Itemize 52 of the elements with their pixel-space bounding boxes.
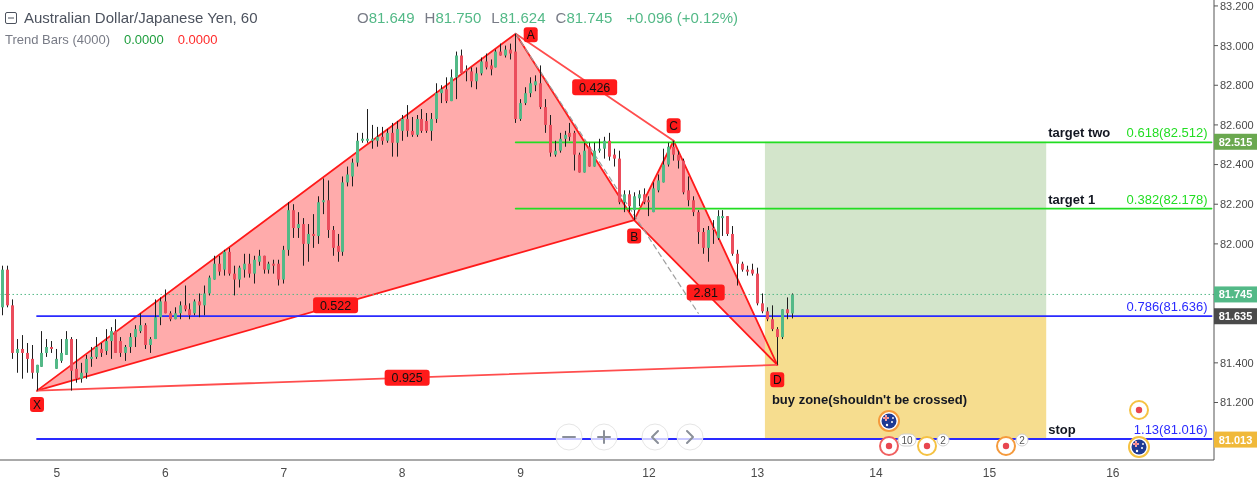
x-tick-label: 7 xyxy=(280,465,288,480)
x-tick-label: 15 xyxy=(982,465,997,480)
y-tick-label: 82.400 xyxy=(1220,158,1254,171)
annotation: B xyxy=(630,229,639,244)
annotation: 0.0000 xyxy=(124,32,164,47)
annotation: 10 xyxy=(901,434,913,446)
ref-line-label: 81.745 xyxy=(1218,288,1253,301)
annotation: 0.522 xyxy=(319,298,352,313)
x-tick-label: 14 xyxy=(869,465,883,480)
annotation: 2.81 xyxy=(693,285,718,300)
y-tick-label: 83.000 xyxy=(1220,39,1254,52)
annotation: H81.750 xyxy=(424,9,482,26)
series-label: 1.13(81.016) xyxy=(1133,421,1208,437)
annotation: C xyxy=(669,119,679,134)
y-tick-label: 81.400 xyxy=(1220,356,1254,369)
y-tick-label: 82.200 xyxy=(1220,198,1254,211)
annotation: 81.013 xyxy=(1218,433,1253,446)
text: Australian Dollar/Japanese Yen, 60 xyxy=(24,9,258,26)
x-tick-label: 8 xyxy=(398,465,406,480)
series-label: 0.618(82.512) xyxy=(1126,125,1208,141)
y-tick-label: 81.200 xyxy=(1220,396,1254,409)
x-tick-label: 9 xyxy=(517,465,525,480)
annotation: X xyxy=(33,398,42,413)
annotation: 2 xyxy=(1019,434,1026,446)
annotation: stop xyxy=(1048,421,1076,437)
x-tick-label: 13 xyxy=(750,465,765,480)
annotation: L81.624 xyxy=(491,9,546,26)
annotation: A xyxy=(526,28,535,43)
x-tick-label: 6 xyxy=(161,465,169,480)
annotation: 0.426 xyxy=(579,80,611,95)
y-tick-label: 82.000 xyxy=(1220,237,1254,250)
band-label: buy zone(shouldn't be crossed) xyxy=(771,392,968,408)
annotation: 0.0000 xyxy=(177,32,218,47)
annotation: C81.745 xyxy=(555,9,613,26)
annotation: 82.515 xyxy=(1218,135,1253,148)
y-tick-label: 82.800 xyxy=(1220,79,1254,92)
annotation: +0.096 (+0.12%) xyxy=(626,9,739,26)
y-tick-label: 83.200 xyxy=(1220,0,1254,12)
x-tick-label: 5 xyxy=(53,465,61,480)
annotation: 0.925 xyxy=(391,371,423,386)
annotation: target 1 xyxy=(1048,191,1096,207)
annotation: 2 xyxy=(940,434,947,446)
annotation: 81.635 xyxy=(1218,310,1253,323)
y-tick-label: 82.600 xyxy=(1220,118,1254,131)
annotation: O81.649 xyxy=(357,9,415,26)
annotation: target two xyxy=(1048,125,1111,141)
annotation: D xyxy=(772,373,782,388)
x-tick-label: 12 xyxy=(642,465,656,480)
series-label: 0.382(82.178) xyxy=(1126,191,1208,207)
x-tick-label: 16 xyxy=(1106,465,1120,480)
annotation: Trend Bars (4000) xyxy=(5,32,111,47)
series-label: 0.786(81.636) xyxy=(1126,299,1208,315)
